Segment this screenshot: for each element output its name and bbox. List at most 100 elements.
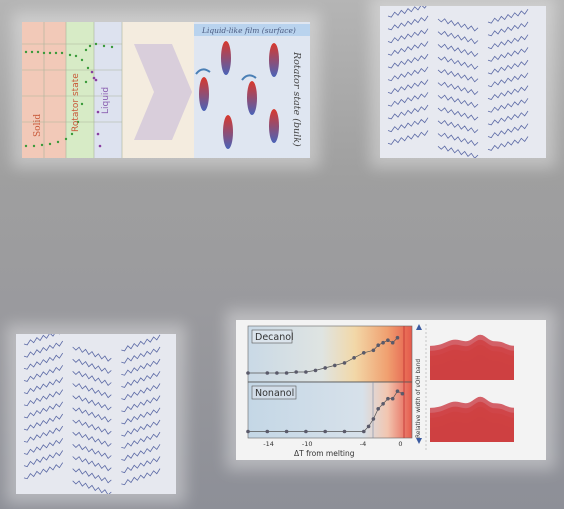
film-band: [194, 24, 310, 36]
data-point: [352, 356, 356, 360]
film-label: Liquid-like film (surface): [201, 26, 296, 35]
x-tick-label: 0: [398, 440, 402, 448]
data-point: [376, 343, 380, 347]
molecule-chain: [121, 468, 161, 486]
bulk-label: Rotator state (bulk): [291, 51, 302, 147]
molecule-chain: [387, 104, 429, 120]
molecule-chain: [387, 117, 429, 133]
molecule-chain: [437, 94, 479, 108]
molecule-chain: [72, 443, 112, 460]
molecule-chain: [387, 2, 429, 18]
molecule-chain: [437, 43, 479, 58]
molecule-chain: [121, 456, 161, 474]
molecule-chain: [387, 41, 429, 56]
molecule-chain: [387, 28, 429, 44]
arrow-chevron-icon: [134, 44, 192, 140]
molecule-chain: [121, 334, 161, 352]
x-tick-label: -4: [360, 440, 366, 448]
x-tick-label: -10: [302, 440, 313, 448]
molecule-chain: [121, 419, 161, 437]
molecule-chain: [121, 383, 161, 401]
data-point: [342, 429, 347, 434]
molecule-chain: [387, 53, 429, 69]
nonanol-label: Nonanol: [255, 388, 294, 399]
chart-panel: Decanol Nonanol -14 -10 -4 0 ΔT from meltin…: [236, 320, 546, 460]
decanol-label: Decanol: [255, 332, 294, 343]
data-point: [395, 335, 400, 340]
width-chart-svg: Decanol Nonanol -14 -10 -4 0 ΔT from meltin…: [246, 324, 514, 458]
molecule-chain: [487, 85, 529, 100]
data-point: [395, 389, 400, 393]
data-point: [381, 340, 385, 345]
data-point: [362, 351, 366, 355]
liquid-label: Liquid: [101, 87, 111, 114]
molecule-chain: [387, 92, 429, 107]
molecule-chain: [387, 15, 429, 31]
molecule-chain: [23, 328, 64, 346]
molecule-chain: [121, 431, 161, 449]
molecule-chain: [72, 383, 112, 399]
molecule-chain: [23, 389, 64, 407]
x-axis-label: ΔT from melting: [294, 449, 355, 458]
data-point: [284, 371, 289, 375]
data-point: [275, 371, 279, 375]
molecule-chain: [487, 59, 529, 75]
molecule-chain: [437, 132, 479, 147]
molecule-chain: [72, 358, 112, 374]
molecule-chain: [437, 119, 479, 134]
data-point: [265, 371, 270, 375]
molecule-chain: [387, 66, 429, 82]
molecule-chain: [487, 8, 529, 24]
molecule-chain: [23, 352, 64, 370]
data-point: [323, 366, 327, 370]
molecule-chain: [72, 480, 112, 496]
molecule-chain: [23, 340, 64, 358]
molecule-chain: [487, 98, 529, 113]
molecule-chain: [23, 438, 64, 455]
data-point: [371, 348, 376, 353]
spectrum-band: [430, 334, 514, 380]
molecule-chain: [23, 425, 64, 443]
data-point: [390, 396, 395, 401]
molecule-chain: [23, 413, 64, 431]
spectrum-band: [430, 396, 514, 442]
molecule-chain: [487, 21, 529, 37]
molecule-chain: [72, 370, 112, 387]
data-point: [246, 429, 250, 434]
data-point: [390, 340, 395, 345]
spectra-bottom: [430, 396, 514, 442]
x-tick-labels: -14 -10 -4 0: [263, 440, 402, 448]
lattice-panel-bottom: [16, 328, 176, 496]
molecule-chain: [487, 72, 529, 88]
y-axis-label: Relative width of νOH band: [416, 359, 422, 438]
phase-figure-panel: Solid Rotator state Liquid Liquid-like f…: [22, 22, 310, 158]
molecule-chain: [121, 407, 161, 425]
data-point: [304, 429, 308, 434]
data-point: [376, 407, 380, 411]
molecule-chain: [121, 395, 161, 413]
decanol-points: [246, 335, 400, 375]
solid-label: Solid: [33, 114, 43, 137]
rotator-label: Rotator state: [71, 73, 81, 132]
phase-figure-svg: Solid Rotator state Liquid Liquid-like f…: [22, 22, 310, 158]
molecule-chain: [121, 371, 161, 388]
data-point: [304, 370, 308, 374]
molecule-chain: [72, 456, 112, 472]
data-point: [284, 429, 289, 434]
molecule-chain: [437, 18, 479, 32]
data-point: [246, 371, 250, 375]
molecule-chain: [121, 358, 161, 376]
molecule-chain: [72, 431, 112, 447]
data-point: [342, 361, 347, 365]
molecule-chain: [437, 69, 479, 83]
data-point: [400, 391, 405, 396]
data-point: [366, 424, 371, 429]
molecules-group: [199, 41, 279, 149]
molecule-chain: [23, 377, 64, 395]
molecule-chain: [387, 130, 429, 145]
data-point: [265, 429, 270, 434]
molecule-chain: [23, 450, 64, 468]
data-point: [323, 429, 327, 434]
lattice-svg-top: [387, 2, 529, 159]
down-arrow-icon: [416, 438, 422, 444]
